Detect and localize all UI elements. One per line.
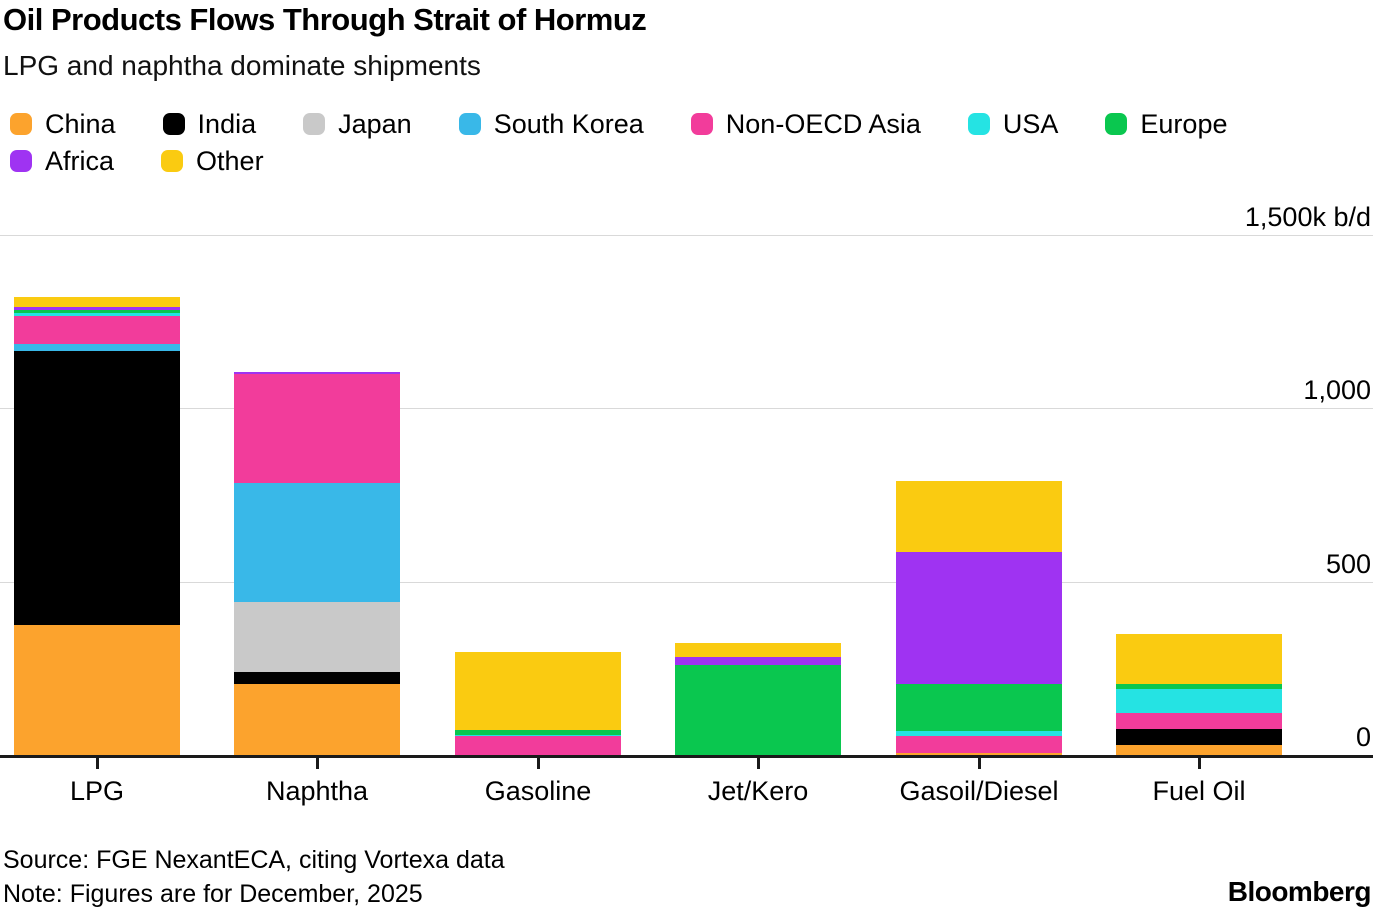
bar-segment-jet-kero-africa (675, 656, 841, 665)
legend-label: India (197, 108, 257, 139)
bar-segment-fuel-oil-china (1116, 744, 1282, 755)
legend-swatch-africa (10, 150, 32, 172)
legend-swatch-japan (303, 113, 326, 135)
bar-segment-gasoil-diesel-other (896, 481, 1062, 553)
legend-label: Africa (45, 145, 115, 176)
legend-swatch-south-korea (458, 113, 481, 135)
legend-swatch-india (162, 113, 185, 135)
bar-segment-gasoline-non-oecd-asia (455, 735, 621, 755)
gridline-500 (0, 581, 1373, 583)
x-axis-baseline (0, 755, 1373, 758)
legend-item-usa: USA (967, 108, 1059, 139)
legend-item-other: Other (161, 145, 264, 176)
legend-swatch-europe (1105, 113, 1128, 135)
bar-jet-kero (675, 643, 841, 755)
bar-segment-naphtha-africa (234, 371, 400, 374)
y-axis-label-0: 0 (1355, 722, 1371, 752)
bar-segment-gasoil-diesel-usa (896, 730, 1062, 736)
y-axis-label-500: 500 (1325, 548, 1371, 579)
legend-item-india: India (162, 108, 257, 139)
bar-segment-lpg-south-korea (14, 343, 180, 352)
chart-title: Oil Products Flows Through Strait of Hor… (3, 2, 647, 37)
bar-segment-naphtha-japan (234, 602, 400, 672)
bloomberg-logo: Bloomberg (1227, 876, 1372, 907)
bar-segment-naphtha-non-oecd-asia (234, 373, 400, 483)
x-axis-label-gasoil-diesel: Gasoil/Diesel (899, 776, 1059, 806)
note-text: Note: Figures are for December, 2025 (3, 880, 423, 908)
x-axis-tick (316, 755, 319, 769)
bar-segment-lpg-china (14, 624, 180, 755)
legend-item-non-oecd-asia: Non-OECD Asia (690, 108, 921, 139)
x-axis-tick (757, 755, 760, 769)
bar-segment-lpg-other (14, 297, 180, 308)
y-axis-label-1500: 1,500k b/d (1244, 202, 1371, 232)
legend-swatch-other (161, 150, 184, 172)
bar-fuel-oil (1116, 633, 1282, 755)
bar-gasoil-diesel (896, 481, 1062, 755)
x-axis-tick (537, 755, 540, 769)
legend-swatch-china (10, 113, 32, 135)
legend-swatch-usa (967, 113, 990, 135)
legend-item-china: China (10, 108, 116, 139)
y-axis-label-1000: 1,000 (1303, 375, 1371, 406)
legend-label: Other (196, 145, 264, 176)
legend-item-south-korea: South Korea (458, 108, 644, 139)
x-axis-tick (96, 755, 99, 769)
x-axis-label-naphtha: Naphtha (265, 776, 369, 806)
legend-label: Non-OECD Asia (725, 108, 921, 139)
bar-segment-gasoil-diesel-china (896, 753, 1062, 755)
legend: China India Japan South Korea Non-OECD Asia U… (10, 108, 1370, 176)
bar-segment-fuel-oil-non-oecd-asia (1116, 713, 1282, 729)
bar-lpg (14, 297, 180, 755)
bar-segment-fuel-oil-europe (1116, 683, 1282, 690)
bar-segment-lpg-non-oecd-asia (14, 315, 180, 344)
legend-item-japan: Japan (303, 108, 412, 139)
x-axis-label-jet-kero: Jet/Kero (707, 776, 809, 806)
x-axis-label-fuel-oil: Fuel Oil (1152, 776, 1246, 806)
bar-segment-fuel-oil-india (1116, 729, 1282, 745)
bar-segment-lpg-africa (14, 307, 180, 311)
gridline-1500 (0, 235, 1373, 236)
bar-segment-naphtha-india (234, 671, 400, 684)
bar-segment-jet-kero-europe (675, 664, 841, 755)
bar-segment-lpg-india (14, 351, 180, 625)
gridline-1000 (0, 408, 1373, 410)
bar-segment-gasoline-europe (455, 730, 621, 735)
bar-segment-fuel-oil-usa (1116, 689, 1282, 714)
legend-item-africa: Africa (10, 145, 115, 176)
bar-gasoline (455, 652, 621, 755)
bar-segment-gasoline-usa (455, 734, 621, 736)
bar-segment-jet-kero-other (675, 643, 841, 657)
x-axis-label-lpg: LPG (69, 776, 125, 806)
bar-segment-gasoline-other (455, 652, 621, 731)
bar-segment-naphtha-china (234, 683, 400, 755)
bar-segment-lpg-usa (14, 313, 180, 316)
chart-subtitle: LPG and naphtha dominate shipments (3, 50, 481, 81)
legend-label: Japan (338, 108, 412, 139)
legend-label: China (45, 108, 116, 139)
bar-segment-gasoil-diesel-europe (896, 683, 1062, 731)
legend-label: Europe (1140, 108, 1228, 139)
x-axis-tick (1198, 755, 1201, 769)
legend-label: USA (1002, 108, 1059, 139)
bar-segment-gasoil-diesel-non-oecd-asia (896, 735, 1062, 754)
source-text: Source: FGE NexantECA, citing Vortexa da… (3, 846, 505, 874)
bar-naphtha (234, 371, 400, 755)
legend-label: South Korea (493, 108, 644, 139)
bar-segment-naphtha-south-korea (234, 482, 400, 603)
bar-segment-fuel-oil-other (1116, 633, 1282, 684)
x-axis-tick (978, 755, 981, 769)
legend-item-europe: Europe (1105, 108, 1228, 139)
x-axis-label-gasoline: Gasoline (484, 776, 592, 806)
legend-swatch-non-oecd-asia (690, 113, 713, 135)
bar-segment-gasoil-diesel-africa (896, 552, 1062, 684)
bar-segment-lpg-europe (14, 310, 180, 314)
